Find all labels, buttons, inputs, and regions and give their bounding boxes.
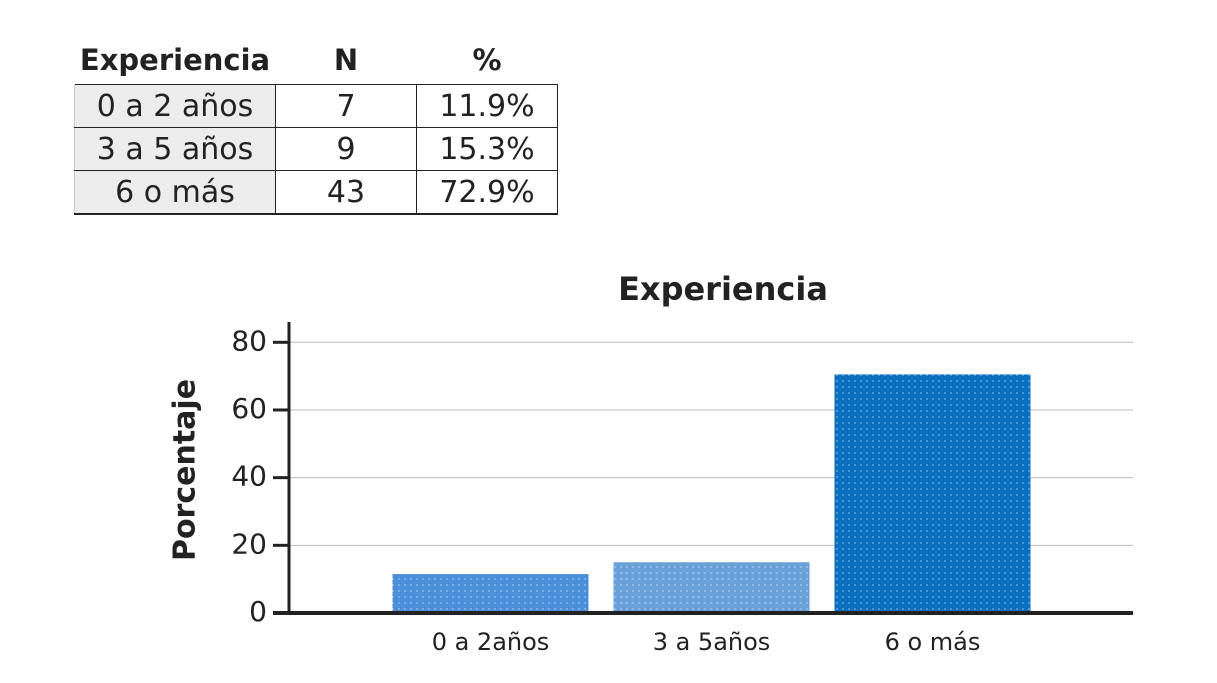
header-cell: % [472, 43, 502, 77]
y-tick-label: 60 [231, 392, 267, 425]
table-cell: 15.3% [416, 127, 558, 171]
y-tick-label: 0 [249, 595, 267, 628]
header-cell: N [333, 43, 359, 77]
bar-texture [834, 374, 1031, 613]
table-cell: 6 o más [74, 170, 276, 215]
x-tick-label: 3 a 5años [653, 628, 771, 656]
y-tick-label: 80 [231, 324, 267, 357]
table-cell: 72.9% [416, 170, 558, 215]
bar-texture [613, 562, 810, 613]
data-table: Experiencia N % 0 a 2 años 7 11.9% 3 a 5 añ… [74, 36, 558, 215]
bar-texture [392, 574, 589, 613]
x-tick-label: 6 o más [885, 628, 981, 656]
y-tick-label: 20 [231, 527, 267, 560]
table-cell: 9 [275, 127, 417, 171]
table-cell: 43 [275, 170, 417, 215]
table-row: 0 a 2 años 7 11.9% [74, 84, 558, 128]
table-cell: 3 a 5 años [74, 127, 276, 171]
y-axis-label: Porcentaje [168, 379, 203, 561]
header-cell: Experiencia [79, 43, 271, 77]
chart-title: Experiencia [618, 270, 828, 308]
x-tick-label: 0 a 2años [432, 628, 550, 656]
table-row: 6 o más 43 72.9% [74, 170, 558, 215]
y-tick-label: 40 [231, 460, 267, 493]
table-row: 3 a 5 años 9 15.3% [74, 127, 558, 171]
